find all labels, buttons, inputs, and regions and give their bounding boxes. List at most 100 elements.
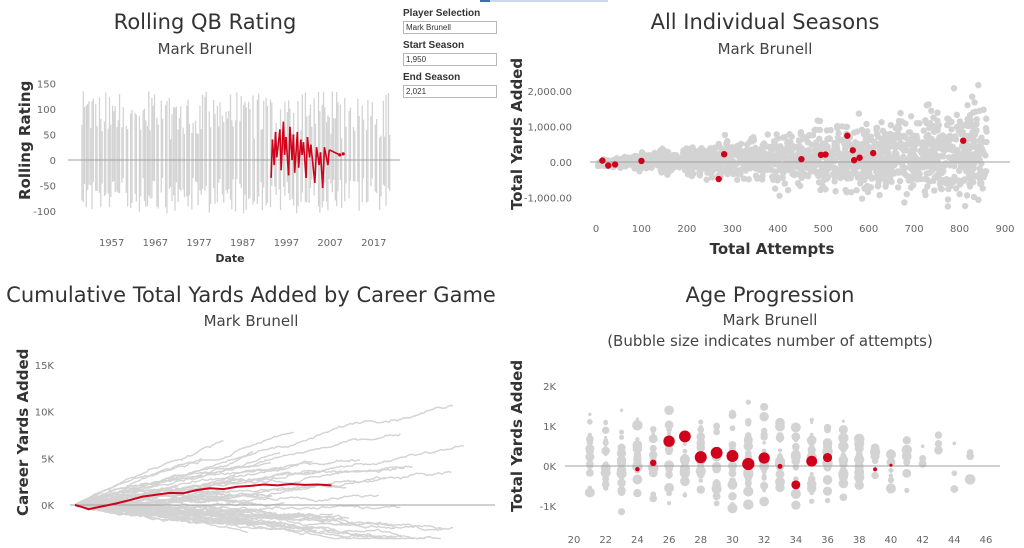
player-selection-input[interactable]: Mark Brunell [403,21,497,34]
background-season-point [928,135,935,143]
background-season-point [708,170,715,178]
background-season-point [892,125,900,132]
background-season-point [947,182,954,190]
background-points-group [594,81,990,210]
background-bubble [587,418,593,425]
highlight-bubble [650,459,657,466]
highlight-bubble [726,450,739,462]
background-season-point [864,188,872,196]
background-season-point [713,162,720,170]
background-bubble [649,494,658,503]
background-bubble [856,474,862,480]
background-season-point [913,119,921,127]
background-season-point [934,164,941,171]
background-season-point [738,150,745,157]
background-season-point [862,164,869,171]
background-season-point [696,169,703,176]
background-season-point [966,132,973,139]
background-season-point [861,151,868,158]
background-season-point [799,135,807,143]
background-season-point [931,187,938,194]
background-season-point [903,190,910,198]
background-season-point [888,178,895,185]
background-bubble [855,451,863,459]
background-bubble [809,432,814,437]
start-season-input[interactable]: 1,950 [403,53,497,66]
background-season-point [901,134,909,141]
background-bubble [728,441,737,449]
background-season-point [971,99,978,106]
background-bubble [888,473,894,479]
background-season-point [983,138,990,146]
background-season-point [979,148,987,156]
background-season-point [839,161,846,168]
background-season-point [921,188,929,195]
chart-subtitle: Mark Brunell [717,40,813,58]
background-bubble [902,436,911,445]
background-bubble [855,480,863,488]
background-season-point [963,192,971,199]
highlight-bubble [873,467,878,472]
background-bubble [952,441,957,446]
background-season-point [904,140,911,148]
background-season-point [703,176,710,183]
background-bubble [632,420,643,431]
background-season-point [824,174,831,181]
highlight-point [338,153,342,157]
background-bubble [840,447,847,454]
background-bubble [633,443,642,452]
background-bubble [730,502,735,507]
background-bubble [824,426,831,434]
background-bubble [872,446,878,452]
background-bubble [713,500,720,507]
all-individual-seasons-panel: All Individual Seasons Mark Brunell Tota… [500,0,1024,270]
background-bubble [918,459,927,468]
background-bubble [966,452,975,461]
background-bubble [790,449,801,460]
background-season-point [771,185,779,192]
background-season-point [834,122,841,130]
x-tick-label: 32 [758,535,771,546]
background-season-point [968,142,975,149]
background-bubble [587,432,593,438]
x-tick-label: 28 [694,535,707,546]
x-tick-label: 24 [631,535,644,546]
end-season-input[interactable]: 2,021 [403,85,497,98]
highlight-bubble [663,435,675,447]
background-season-point [852,139,859,146]
background-season-point [804,155,811,162]
background-bubble [696,432,706,441]
end-season-label: End Season [403,72,461,83]
background-season-point [779,174,787,182]
highlight-bubble [694,451,707,464]
background-season-point [844,150,852,157]
background-season-point [595,161,602,168]
background-season-point [970,193,978,201]
background-season-point [759,172,766,180]
background-bubble [778,439,782,443]
background-bubble [633,489,641,497]
background-season-point [694,161,702,168]
background-bubble [683,492,687,496]
background-season-point [923,133,930,141]
start-season-label: Start Season [403,40,465,51]
background-bubble [635,455,640,460]
background-bubble [870,451,880,461]
background-season-point [983,128,990,135]
background-season-point [926,124,933,132]
background-bubble [617,508,626,516]
background-season-point [948,126,955,133]
background-bubble [587,451,593,457]
background-bubble [728,469,736,477]
background-bubble [809,498,815,504]
highlight-line-segment [323,147,329,166]
highlight-bubble [791,480,801,490]
background-season-point [767,157,775,165]
background-bubble [902,468,912,478]
background-season-point [944,196,952,203]
background-season-point [753,175,761,182]
background-bubble [743,499,754,510]
x-tick-label: 1997 [274,238,299,249]
background-season-point [919,155,926,163]
